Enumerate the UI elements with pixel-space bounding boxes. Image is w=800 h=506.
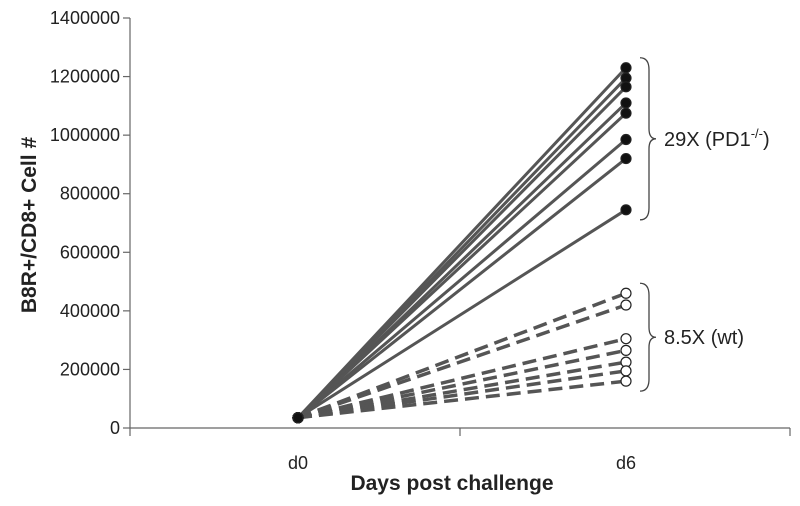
x-tick-label: d6 (616, 453, 636, 473)
brace-wt (639, 282, 657, 392)
series-layer (292, 62, 632, 424)
point-pd1 (620, 97, 632, 109)
point-pd1 (620, 107, 632, 119)
annotation-wt: 8.5X (wt) (664, 327, 744, 349)
y-tick-label: 200000 (60, 359, 120, 379)
point-wt (620, 333, 632, 345)
point-wt (292, 412, 304, 424)
annotation-layer: 29X (PD1-/-) 8.5X (wt) (639, 57, 770, 392)
x-axis-title: Days post challenge (350, 472, 553, 495)
series-line-wt (297, 336, 627, 420)
point-wt (620, 375, 632, 387)
point-pd1 (620, 152, 632, 165)
series-line-wt (297, 348, 627, 420)
annotation-pd1: 29X (PD1-/-) (664, 126, 770, 151)
series-line-pd1 (297, 157, 627, 419)
y-axis-title: B8R+/CD8+ Cell # (18, 137, 41, 314)
y-tick-label: 400000 (60, 301, 120, 321)
point-wt (620, 299, 632, 311)
axes: 0 200000 400000 600000 800000 1000000 1200000 1… (50, 8, 791, 473)
series-line-wt (297, 303, 627, 420)
point-wt (620, 287, 632, 299)
point-pd1 (620, 204, 632, 216)
series-line-wt (297, 379, 627, 420)
y-tick-label: 0 (110, 418, 120, 438)
series-line-pd1 (297, 138, 627, 419)
point-pd1 (620, 81, 632, 93)
y-tick-label: 600000 (60, 242, 120, 262)
y-tick-label: 1200000 (50, 67, 120, 87)
y-tick-label: 1000000 (50, 125, 120, 145)
y-tick-label: 1400000 (50, 8, 120, 28)
point-pd1 (620, 133, 632, 146)
brace-pd1 (639, 57, 657, 221)
series-line-pd1 (297, 208, 627, 420)
series-line-wt (297, 291, 627, 420)
y-tick-label: 800000 (60, 184, 120, 204)
point-wt (620, 344, 632, 356)
series-line-pd1 (296, 112, 628, 419)
series-line-pd1 (296, 85, 628, 419)
x-tick-label: d0 (288, 453, 308, 473)
point-pd1 (620, 62, 632, 74)
point-wt (620, 365, 632, 377)
